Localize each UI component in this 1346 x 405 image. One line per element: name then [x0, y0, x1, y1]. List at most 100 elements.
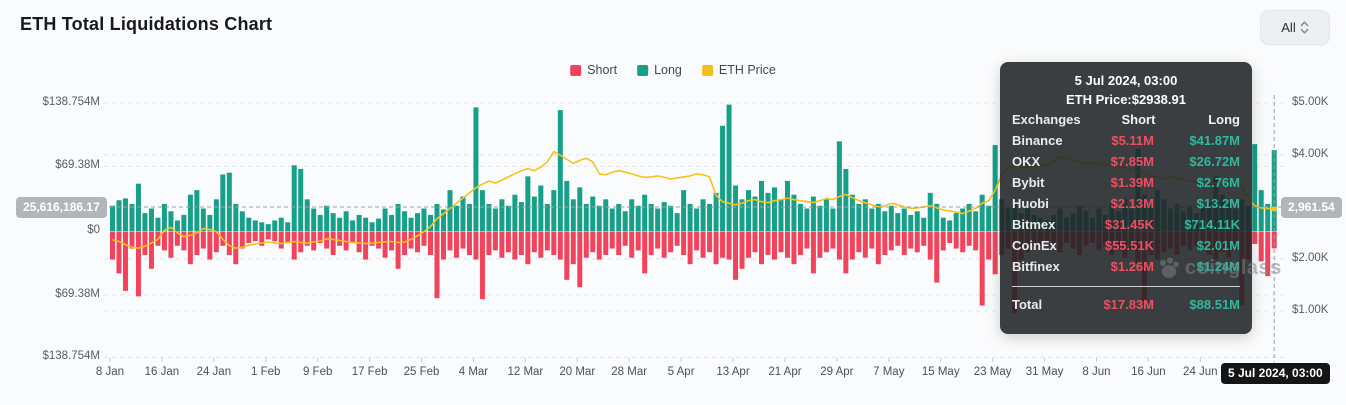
bar-long[interactable] — [440, 209, 446, 232]
bar-short[interactable] — [655, 232, 661, 249]
bar-long[interactable] — [187, 194, 193, 232]
bar-long[interactable] — [642, 194, 648, 232]
bar-short[interactable] — [168, 232, 174, 258]
bar-short[interactable] — [849, 232, 855, 260]
bar-short[interactable] — [473, 232, 479, 260]
bar-long[interactable] — [629, 199, 635, 232]
bar-short[interactable] — [720, 232, 726, 258]
bar-long[interactable] — [376, 218, 382, 232]
bar-long[interactable] — [784, 180, 790, 232]
bar-long[interactable] — [856, 203, 862, 232]
bar-short[interactable] — [122, 232, 128, 291]
bar-long[interactable] — [531, 196, 537, 232]
bar-long[interactable] — [207, 214, 213, 232]
bar-long[interactable] — [408, 217, 414, 232]
bar-long[interactable] — [687, 203, 693, 232]
bar-long[interactable] — [434, 203, 440, 232]
bar-long[interactable] — [648, 203, 654, 232]
bar-long[interactable] — [707, 203, 713, 232]
bar-short[interactable] — [330, 232, 336, 255]
bar-long[interactable] — [778, 199, 784, 232]
bar-short[interactable] — [518, 232, 524, 255]
bar-long[interactable] — [233, 203, 239, 232]
bar-long[interactable] — [934, 203, 940, 232]
bar-short[interactable] — [187, 232, 193, 265]
bar-long[interactable] — [194, 190, 200, 232]
bar-short[interactable] — [174, 232, 180, 246]
bar-long[interactable] — [843, 168, 849, 232]
bar-short[interactable] — [1252, 232, 1258, 244]
bar-short[interactable] — [324, 232, 330, 249]
bar-short[interactable] — [116, 232, 122, 274]
bar-short[interactable] — [823, 232, 829, 253]
bar-short[interactable] — [739, 232, 745, 269]
bar-long[interactable] — [564, 180, 570, 232]
bar-long[interactable] — [804, 208, 810, 232]
bar-short[interactable] — [986, 232, 992, 260]
bar-short[interactable] — [687, 232, 693, 265]
bar-short[interactable] — [642, 232, 648, 274]
bar-short[interactable] — [707, 232, 713, 253]
bar-short[interactable] — [966, 232, 972, 246]
bar-short[interactable] — [304, 232, 310, 246]
bar-long[interactable] — [746, 190, 752, 232]
bar-long[interactable] — [512, 194, 518, 232]
bar-short[interactable] — [901, 232, 907, 255]
bar-short[interactable] — [369, 232, 375, 246]
bar-short[interactable] — [934, 232, 940, 283]
bar-short[interactable] — [784, 232, 790, 258]
bar-short[interactable] — [908, 232, 914, 249]
bar-short[interactable] — [337, 232, 343, 246]
bar-long[interactable] — [1271, 150, 1277, 232]
bar-long[interactable] — [616, 203, 622, 232]
bar-short[interactable] — [194, 232, 200, 255]
bar-short[interactable] — [525, 232, 531, 265]
bar-short[interactable] — [681, 232, 687, 255]
bar-short[interactable] — [882, 232, 888, 255]
bar-long[interactable] — [330, 213, 336, 232]
bar-long[interactable] — [285, 222, 291, 232]
bar-short[interactable] — [875, 232, 881, 265]
bar-long[interactable] — [135, 183, 141, 232]
bar-long[interactable] — [914, 211, 920, 232]
bar-short[interactable] — [246, 232, 252, 244]
bar-long[interactable] — [343, 211, 349, 232]
bar-short[interactable] — [927, 232, 933, 260]
bar-short[interactable] — [110, 232, 115, 260]
bar-short[interactable] — [856, 232, 862, 253]
bar-long[interactable] — [129, 203, 135, 232]
bar-short[interactable] — [921, 232, 927, 246]
bar-long[interactable] — [142, 213, 148, 232]
bar-long[interactable] — [590, 196, 596, 232]
bar-long[interactable] — [473, 107, 479, 232]
bar-short[interactable] — [408, 232, 414, 249]
bar-short[interactable] — [395, 232, 401, 269]
bar-long[interactable] — [713, 192, 719, 232]
bar-short[interactable] — [460, 232, 466, 249]
bar-short[interactable] — [635, 232, 641, 251]
bar-long[interactable] — [252, 220, 258, 232]
bar-long[interactable] — [1258, 190, 1264, 232]
bar-short[interactable] — [629, 232, 635, 258]
bar-long[interactable] — [181, 214, 187, 232]
bar-short[interactable] — [356, 232, 362, 253]
bar-short[interactable] — [382, 232, 388, 258]
bar-long[interactable] — [174, 220, 180, 232]
bar-long[interactable] — [428, 214, 434, 232]
bar-long[interactable] — [395, 203, 401, 232]
bar-short[interactable] — [804, 232, 810, 249]
bar-long[interactable] — [278, 217, 284, 232]
bar-short[interactable] — [285, 232, 291, 244]
bar-short[interactable] — [402, 232, 408, 255]
bar-long[interactable] — [1265, 203, 1271, 232]
bar-long[interactable] — [739, 199, 745, 232]
bar-long[interactable] — [661, 202, 667, 232]
bar-short[interactable] — [733, 232, 739, 280]
bar-long[interactable] — [759, 180, 764, 232]
bar-long[interactable] — [324, 205, 330, 232]
bar-long[interactable] — [161, 203, 167, 232]
bar-short[interactable] — [746, 232, 752, 258]
bar-long[interactable] — [823, 199, 829, 232]
bar-short[interactable] — [694, 232, 700, 251]
bar-long[interactable] — [830, 208, 836, 232]
